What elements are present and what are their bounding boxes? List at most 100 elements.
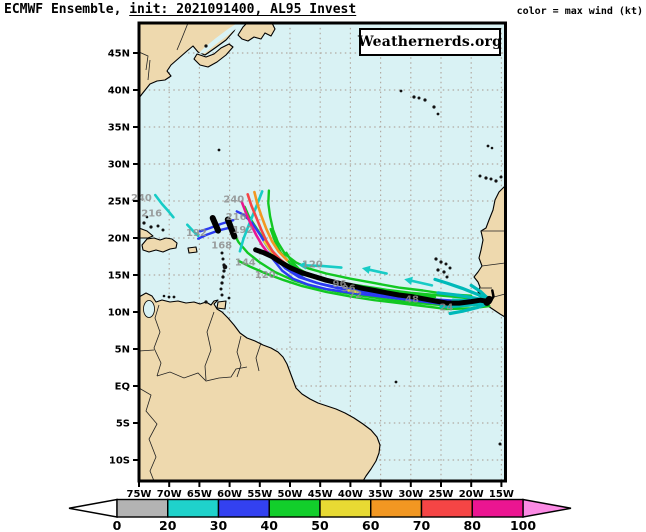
island-dot bbox=[161, 228, 165, 232]
colorbar-tick-80: 80 bbox=[464, 518, 482, 532]
country-border bbox=[255, 342, 262, 372]
trinidad-landmass bbox=[216, 300, 227, 310]
island-dot bbox=[172, 295, 176, 299]
wind-colorbar: 0 20 30 40 50 60 70 80 100 bbox=[68, 498, 572, 532]
lon-label-60W: 60W bbox=[217, 489, 242, 500]
island-dot bbox=[486, 144, 490, 148]
track-blue-2 bbox=[266, 250, 473, 306]
hispaniola-landmass bbox=[141, 237, 178, 253]
lat-label-15N: 15N bbox=[108, 271, 130, 282]
island-dot bbox=[219, 287, 223, 291]
island-dot bbox=[227, 296, 231, 300]
colorbar-caption: color = max wind (kt) bbox=[516, 6, 643, 17]
colorbar-segment bbox=[116, 498, 169, 518]
lat-label-10S: 10S bbox=[109, 456, 130, 467]
lon-label-50W: 50W bbox=[278, 489, 303, 500]
colorbar-tick-50: 50 bbox=[311, 518, 329, 532]
track-cyan-west-short bbox=[186, 223, 200, 238]
island-dot bbox=[499, 175, 503, 179]
colorbar-tick-30: 30 bbox=[210, 518, 228, 532]
country-border bbox=[147, 59, 151, 81]
colorbar-tick-60: 60 bbox=[362, 518, 380, 532]
track-mean-dash-2 bbox=[224, 216, 238, 240]
island-dot bbox=[448, 266, 452, 270]
island-dot bbox=[417, 96, 421, 100]
hour-label-192: 192 bbox=[232, 225, 253, 236]
country-border bbox=[139, 51, 149, 71]
country-border bbox=[481, 262, 506, 267]
island-dot bbox=[494, 179, 498, 183]
colorbar-overflow-arrow bbox=[522, 498, 572, 518]
island-dot bbox=[399, 89, 403, 93]
country-border bbox=[204, 311, 215, 381]
lon-label-75W: 75W bbox=[127, 489, 152, 500]
hour-label-216: 216 bbox=[226, 212, 247, 223]
colorbar-segment bbox=[268, 498, 321, 518]
island-dot bbox=[204, 300, 208, 304]
land-masses bbox=[139, 23, 506, 481]
puerto_rico-landmass bbox=[187, 246, 198, 254]
track-red-curver bbox=[246, 193, 291, 268]
colorbar-segment bbox=[319, 498, 372, 518]
island-dot bbox=[394, 380, 398, 384]
hour-label-48: 48 bbox=[405, 294, 419, 305]
track-fan-1 bbox=[433, 277, 491, 302]
island-dot bbox=[222, 269, 226, 273]
lat-label-30N: 30N bbox=[108, 160, 130, 171]
track-orange-curver bbox=[253, 190, 289, 262]
country-border bbox=[139, 387, 158, 481]
island-dot bbox=[142, 221, 146, 225]
track-magenta-curver bbox=[240, 200, 271, 256]
island-dot bbox=[145, 215, 149, 219]
colorbar-segment bbox=[420, 498, 473, 518]
colorbar-tick-70: 70 bbox=[413, 518, 431, 532]
track-arrowhead bbox=[361, 265, 371, 274]
colorbar-segment bbox=[167, 498, 220, 518]
country-border bbox=[156, 366, 248, 382]
track-green-south bbox=[237, 259, 491, 311]
island-dot bbox=[156, 224, 160, 228]
lake-maracaibo bbox=[143, 300, 155, 318]
colorbar-tick-100: 100 bbox=[510, 518, 536, 532]
island-dot bbox=[149, 225, 153, 229]
track-genesis-blob bbox=[483, 295, 493, 306]
lat-label-45N: 45N bbox=[108, 49, 130, 60]
island-dot bbox=[412, 95, 416, 99]
lon-label-35W: 35W bbox=[368, 489, 393, 500]
island-dot bbox=[220, 251, 224, 255]
track-fan-3 bbox=[439, 300, 491, 309]
track-ensemble-mean bbox=[253, 247, 492, 306]
ensemble-tracks bbox=[154, 189, 495, 316]
country-border bbox=[176, 23, 189, 51]
island-dot bbox=[436, 112, 440, 116]
colorbar-segment bbox=[471, 498, 524, 518]
axis-labels: 45N 40N 35N 30N 25N 20N 15N 10N 5N EQ 5S 10S 75W 70W 6… bbox=[108, 49, 514, 501]
hour-label-216: 216 bbox=[141, 209, 162, 220]
track-fan-4 bbox=[448, 301, 491, 316]
colorbar-tick-20: 20 bbox=[159, 518, 177, 532]
hour-label-240: 240 bbox=[223, 195, 244, 206]
island-dot bbox=[490, 146, 494, 150]
island-dot bbox=[221, 275, 225, 279]
hour-label-96: 96 bbox=[333, 279, 347, 290]
lat-label-10N: 10N bbox=[108, 308, 130, 319]
map-frame bbox=[137, 21, 507, 483]
lat-label-EQ: EQ bbox=[115, 382, 130, 393]
island-dot bbox=[220, 281, 224, 285]
hour-label-72: 72 bbox=[348, 290, 362, 301]
lon-label-55W: 55W bbox=[247, 489, 272, 500]
hour-label-120: 120 bbox=[255, 270, 276, 281]
st_lawrence-water bbox=[198, 23, 239, 54]
island-dot bbox=[434, 257, 438, 261]
cuba_tip-landmass bbox=[139, 227, 154, 239]
chart-title: ECMWF Ensemble, init: 2021091400, AL95 I… bbox=[4, 2, 356, 17]
hour-label-240: 240 bbox=[131, 193, 152, 204]
track-arrowhead bbox=[404, 276, 413, 285]
country-border bbox=[236, 335, 242, 378]
island-dot bbox=[489, 177, 493, 181]
lon-label-65W: 65W bbox=[187, 489, 212, 500]
lat-label-20N: 20N bbox=[108, 234, 130, 245]
